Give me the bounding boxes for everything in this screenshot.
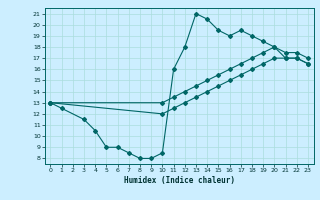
X-axis label: Humidex (Indice chaleur): Humidex (Indice chaleur) xyxy=(124,176,235,185)
